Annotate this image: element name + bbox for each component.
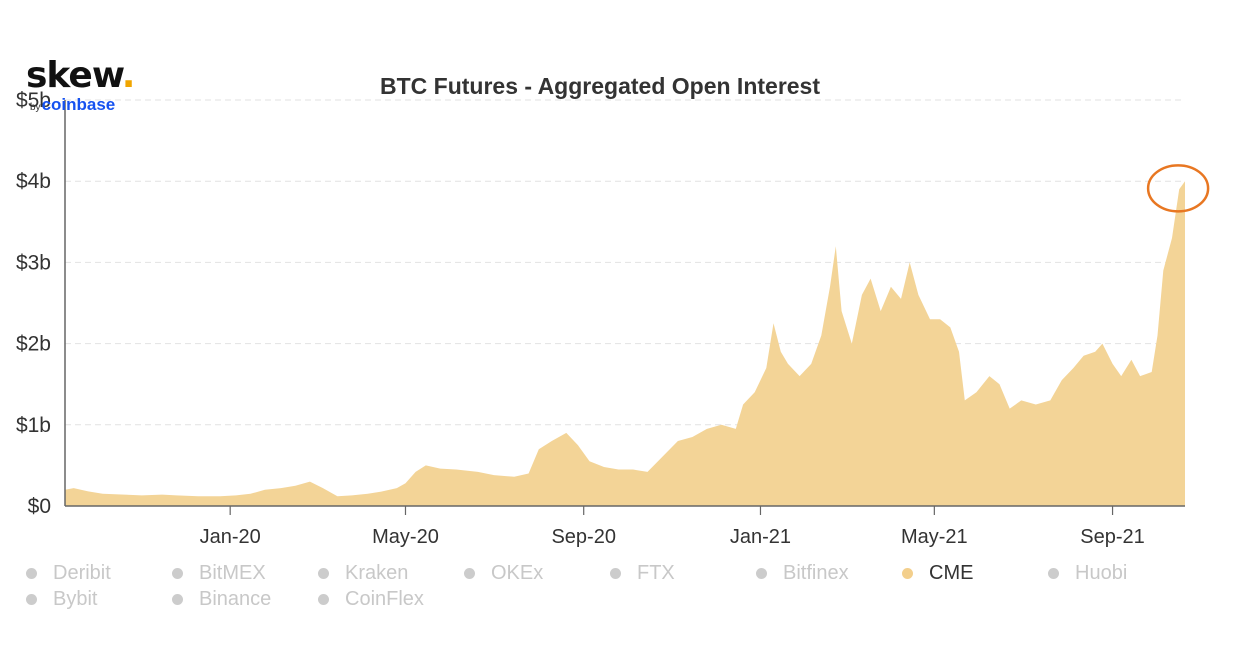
legend-label: Deribit	[53, 561, 111, 584]
legend-row: Bybit Binance CoinFlex	[26, 586, 1206, 612]
chart-title: BTC Futures - Aggregated Open Interest	[379, 73, 821, 99]
legend-item-coinflex[interactable]: CoinFlex	[318, 586, 424, 612]
legend-dot-icon	[172, 567, 183, 579]
legend-item-cme[interactable]: CME	[902, 560, 973, 586]
chart-legend: Deribit BitMEX Kraken OKEx FTX Bitfinex CME Huo…	[26, 560, 1206, 612]
legend-dot-icon	[26, 593, 37, 605]
legend-item-huobi[interactable]: Huobi	[1048, 560, 1127, 586]
legend-row: Deribit BitMEX Kraken OKEx FTX Bitfinex CME Huo…	[26, 560, 1206, 586]
legend-label: Bybit	[53, 587, 98, 610]
legend-label: BitMEX	[199, 561, 266, 584]
x-tick-label: Jan-20	[200, 526, 261, 548]
y-axis-ticks: $0 $1b $2b $3b $4b $5b	[16, 89, 51, 518]
legend-dot-icon	[610, 567, 621, 579]
legend-dot-icon	[318, 593, 329, 605]
y-tick-label: $2b	[16, 333, 51, 356]
legend-item-kraken[interactable]: Kraken	[318, 560, 408, 586]
legend-item-ftx[interactable]: FTX	[610, 560, 675, 586]
legend-dot-icon	[1048, 567, 1059, 579]
legend-item-bitfinex[interactable]: Bitfinex	[756, 560, 849, 586]
legend-dot-icon	[318, 567, 329, 579]
y-tick-label: $5b	[16, 89, 51, 112]
x-tick-label: Sep-21	[1080, 526, 1145, 548]
legend-label: Kraken	[345, 561, 409, 584]
legend-label: Huobi	[1075, 561, 1128, 584]
x-tick-label: Jan-21	[730, 526, 791, 548]
legend-item-bitmex[interactable]: BitMEX	[172, 560, 266, 586]
legend-item-binance[interactable]: Binance	[172, 586, 271, 612]
logo-coinbase: coinbase	[41, 95, 116, 114]
grid-lines	[65, 99, 1185, 426]
legend-label: OKEx	[491, 561, 544, 584]
y-tick-label: $0	[28, 495, 51, 518]
axes	[64, 100, 1185, 507]
legend-label: FTX	[637, 561, 675, 584]
legend-label: CoinFlex	[345, 587, 424, 610]
x-tick-label: Sep-20	[551, 526, 616, 548]
area-series-cme	[65, 181, 1185, 506]
legend-label: Binance	[199, 587, 272, 610]
legend-item-bybit[interactable]: Bybit	[26, 586, 97, 612]
legend-label: CME	[929, 561, 974, 584]
logo-byline: bycoinbase	[30, 95, 116, 114]
annotations	[1146, 164, 1210, 213]
legend-dot-icon	[26, 567, 37, 579]
logo-brand: skew.	[26, 55, 135, 96]
legend-dot-icon	[172, 593, 183, 605]
series-area	[65, 181, 1185, 506]
y-tick-label: $4b	[16, 170, 51, 193]
legend-label: Bitfinex	[783, 561, 849, 584]
legend-item-deribit[interactable]: Deribit	[26, 560, 111, 586]
legend-item-okex[interactable]: OKEx	[464, 560, 543, 586]
skew-logo: skew. bycoinbase	[26, 55, 135, 114]
legend-dot-icon	[902, 567, 913, 579]
y-tick-label: $1b	[16, 414, 51, 437]
y-tick-label: $3b	[16, 251, 51, 274]
x-tick-label: May-21	[901, 526, 968, 548]
x-tick-label: May-20	[372, 526, 439, 548]
legend-dot-icon	[756, 567, 767, 579]
x-axis-ticks: Jan-20 May-20 Sep-20 Jan-21 May-21 Sep-21	[200, 506, 1145, 548]
legend-dot-icon	[464, 567, 475, 579]
highlight-circle	[1146, 164, 1210, 213]
